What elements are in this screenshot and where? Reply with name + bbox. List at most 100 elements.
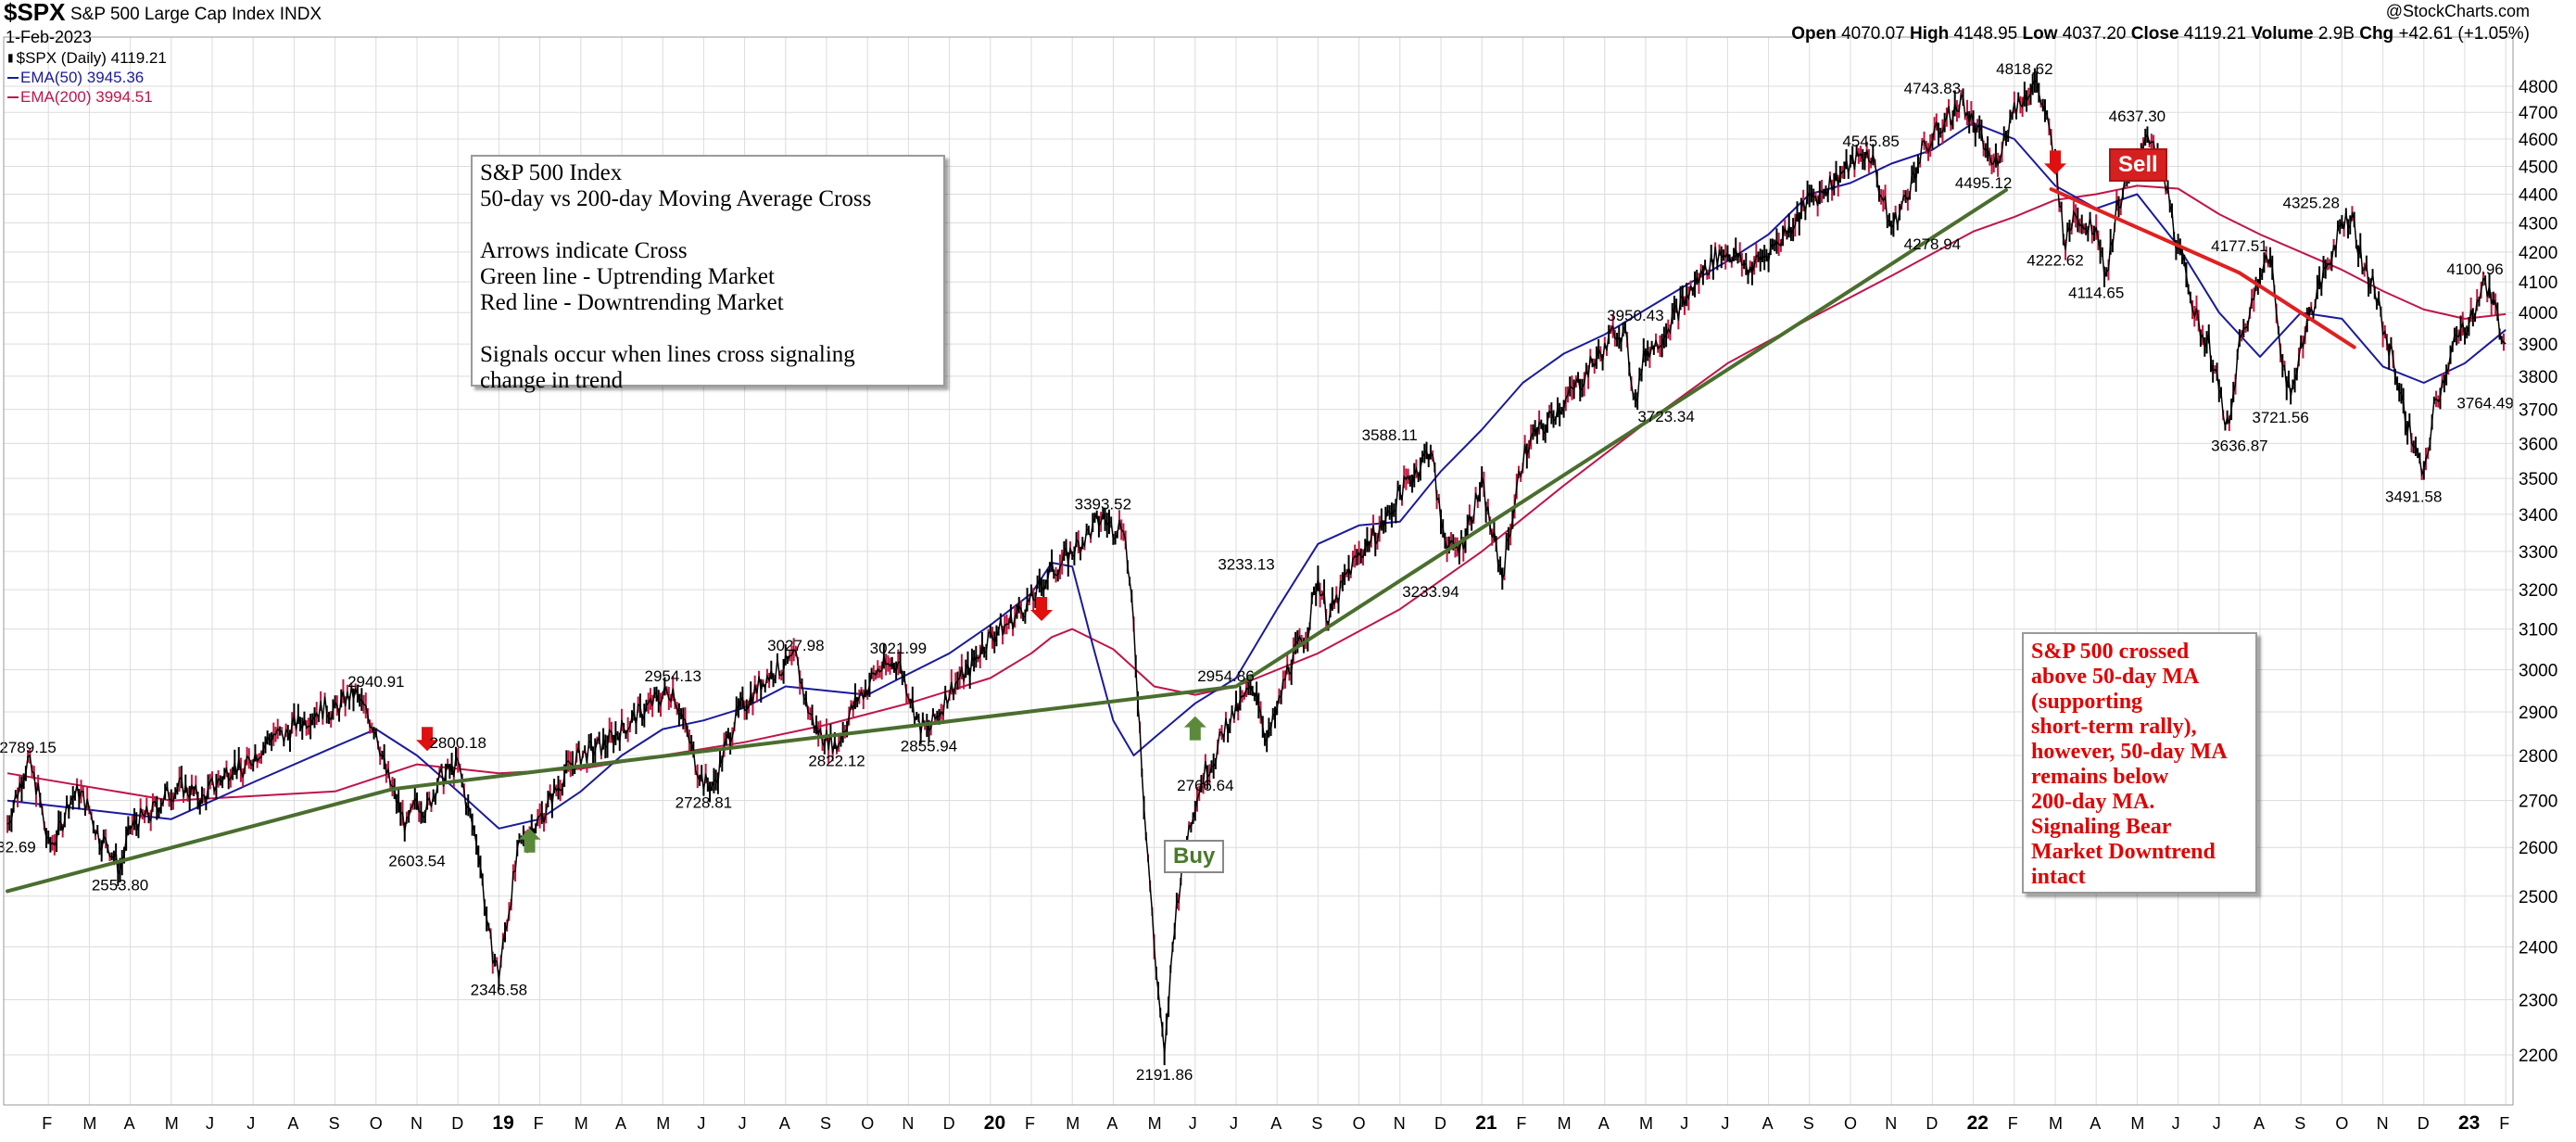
x-tick-label: F — [1516, 1114, 1526, 1133]
y-tick-label: 4600 — [2519, 131, 2557, 150]
open-value: 4070.07 — [1841, 24, 1905, 44]
legend-item-ema200: EMA(200) 3994.51 — [7, 87, 167, 107]
y-tick-label: 3200 — [2519, 581, 2557, 601]
symbol-title: $SPX — [4, 0, 66, 26]
note-line: short-term rally), — [2031, 715, 2197, 739]
y-tick-label: 3600 — [2519, 435, 2557, 454]
y-tick-label: 4300 — [2519, 214, 2557, 234]
price-annotation: 3636.87 — [2211, 438, 2267, 455]
arrow-down-icon — [2044, 150, 2066, 175]
price-annotation: 2940.91 — [347, 673, 404, 691]
x-tick-label: 20 — [984, 1112, 1005, 1134]
x-tick-label: J — [206, 1114, 214, 1133]
x-tick-label: D — [1926, 1114, 1938, 1133]
x-tick-label: D — [2418, 1114, 2430, 1133]
price-annotation: 2766.64 — [1177, 777, 1233, 794]
x-tick-label: S — [2294, 1114, 2305, 1133]
x-tick-label: M — [1148, 1114, 1162, 1133]
x-tick-label: A — [615, 1114, 626, 1133]
y-tick-label: 2600 — [2519, 839, 2557, 858]
x-tick-label: N — [902, 1114, 914, 1133]
arrow-up-icon — [1183, 716, 1206, 741]
x-tick-label: A — [2090, 1114, 2101, 1133]
arrow-up-icon — [518, 828, 541, 853]
y-tick-label: 2400 — [2519, 938, 2557, 958]
low-label: Low — [2022, 24, 2058, 44]
x-tick-label: O — [370, 1114, 383, 1133]
price-annotation: 3233.94 — [1402, 583, 1458, 601]
open-label: Open — [1791, 24, 1837, 44]
legend-label: $SPX (Daily) 4119.21 — [16, 49, 167, 67]
price-annotation: 3764.49 — [2456, 394, 2513, 412]
x-tick-label: S — [1803, 1114, 1814, 1133]
x-tick-label: J — [1230, 1114, 1238, 1133]
x-tick-label: S — [1311, 1114, 1322, 1133]
y-tick-label: 2700 — [2519, 793, 2557, 812]
price-annotation: 2553.80 — [92, 876, 148, 894]
legend: ▮ $SPX (Daily) 4119.21 EMA(50) 3945.36 E… — [7, 48, 167, 107]
x-tick-label: N — [2377, 1114, 2389, 1133]
chg-label: Chg — [2359, 24, 2394, 44]
x-tick-label: J — [2213, 1114, 2221, 1133]
legend-label: EMA(50) 3945.36 — [20, 69, 145, 86]
x-tick-label: A — [1270, 1114, 1282, 1133]
price-annotation: 4325.28 — [2283, 194, 2340, 211]
price-annotation: 4637.30 — [2109, 108, 2166, 125]
x-tick-label: J — [1680, 1114, 1688, 1133]
legend-item-ema50: EMA(50) 3945.36 — [7, 68, 167, 87]
price-annotation: 2603.54 — [388, 852, 445, 869]
info-line — [480, 212, 936, 238]
note-line: above 50-day MA — [2031, 665, 2200, 689]
x-tick-label: F — [534, 1114, 544, 1133]
buy-signal-label: Buy — [1164, 840, 1225, 873]
x-tick-label: F — [2499, 1114, 2509, 1133]
info-line: Signals occur when lines cross signaling — [480, 342, 855, 367]
low-value: 4037.20 — [2062, 24, 2127, 44]
x-tick-label: J — [1189, 1114, 1197, 1133]
price-annotation: 4818.62 — [1996, 60, 2052, 78]
price-annotation: 3588.11 — [1362, 426, 1418, 444]
y-tick-label: 3500 — [2519, 470, 2557, 489]
x-tick-label: D — [451, 1114, 463, 1133]
price-annotation: 3021.99 — [870, 640, 927, 657]
x-tick-label: A — [124, 1114, 135, 1133]
info-line: Green line - Uptrending Market — [480, 264, 775, 289]
uptrend-line — [6, 188, 2008, 894]
plot-frame — [3, 36, 2514, 1106]
ohlc-readout: Open 4070.07 High 4148.95 Low 4037.20 Cl… — [1791, 24, 2530, 44]
price-annotation: 3491.58 — [2385, 488, 2442, 505]
close-value: 4119.21 — [2183, 24, 2247, 44]
price-annotation: 3723.34 — [1637, 408, 1694, 425]
close-label: Close — [2130, 24, 2179, 44]
y-tick-label: 4800 — [2519, 78, 2557, 97]
x-tick-label: S — [820, 1114, 831, 1133]
x-tick-label: M — [1639, 1114, 1653, 1133]
note-line: intact — [2031, 865, 2086, 889]
y-tick-label: 4700 — [2519, 104, 2557, 123]
x-tick-label: A — [1762, 1114, 1774, 1133]
price-annotation: 2789.15 — [0, 739, 57, 756]
ema200-swatch — [7, 95, 19, 98]
x-tick-label: N — [1885, 1114, 1897, 1133]
info-line: Red line - Downtrending Market — [480, 290, 784, 315]
y-tick-label: 4000 — [2519, 304, 2557, 324]
y-tick-label: 2500 — [2519, 888, 2557, 907]
price-annotation: 4743.83 — [1904, 80, 1961, 97]
x-tick-label: A — [1598, 1114, 1610, 1133]
x-tick-label: A — [287, 1114, 298, 1133]
note-line: (supporting — [2031, 690, 2143, 714]
exchange-code: INDX — [279, 5, 322, 24]
price-annotation: 4100.96 — [2446, 260, 2503, 278]
note-line: Market Downtrend — [2031, 840, 2216, 864]
price-annotation: 3027.98 — [767, 637, 824, 654]
note-line: remains below — [2031, 765, 2169, 789]
ema50-swatch — [7, 76, 19, 79]
x-tick-label: J — [246, 1114, 255, 1133]
y-tick-label: 2800 — [2519, 747, 2557, 767]
arrow-down-icon — [1030, 597, 1054, 622]
y-tick-label: 2900 — [2519, 704, 2557, 723]
y-tick-label: 3100 — [2519, 621, 2557, 641]
x-tick-label: M — [2130, 1114, 2144, 1133]
x-tick-label: S — [329, 1114, 340, 1133]
candle-icon: ▮ — [7, 51, 14, 64]
